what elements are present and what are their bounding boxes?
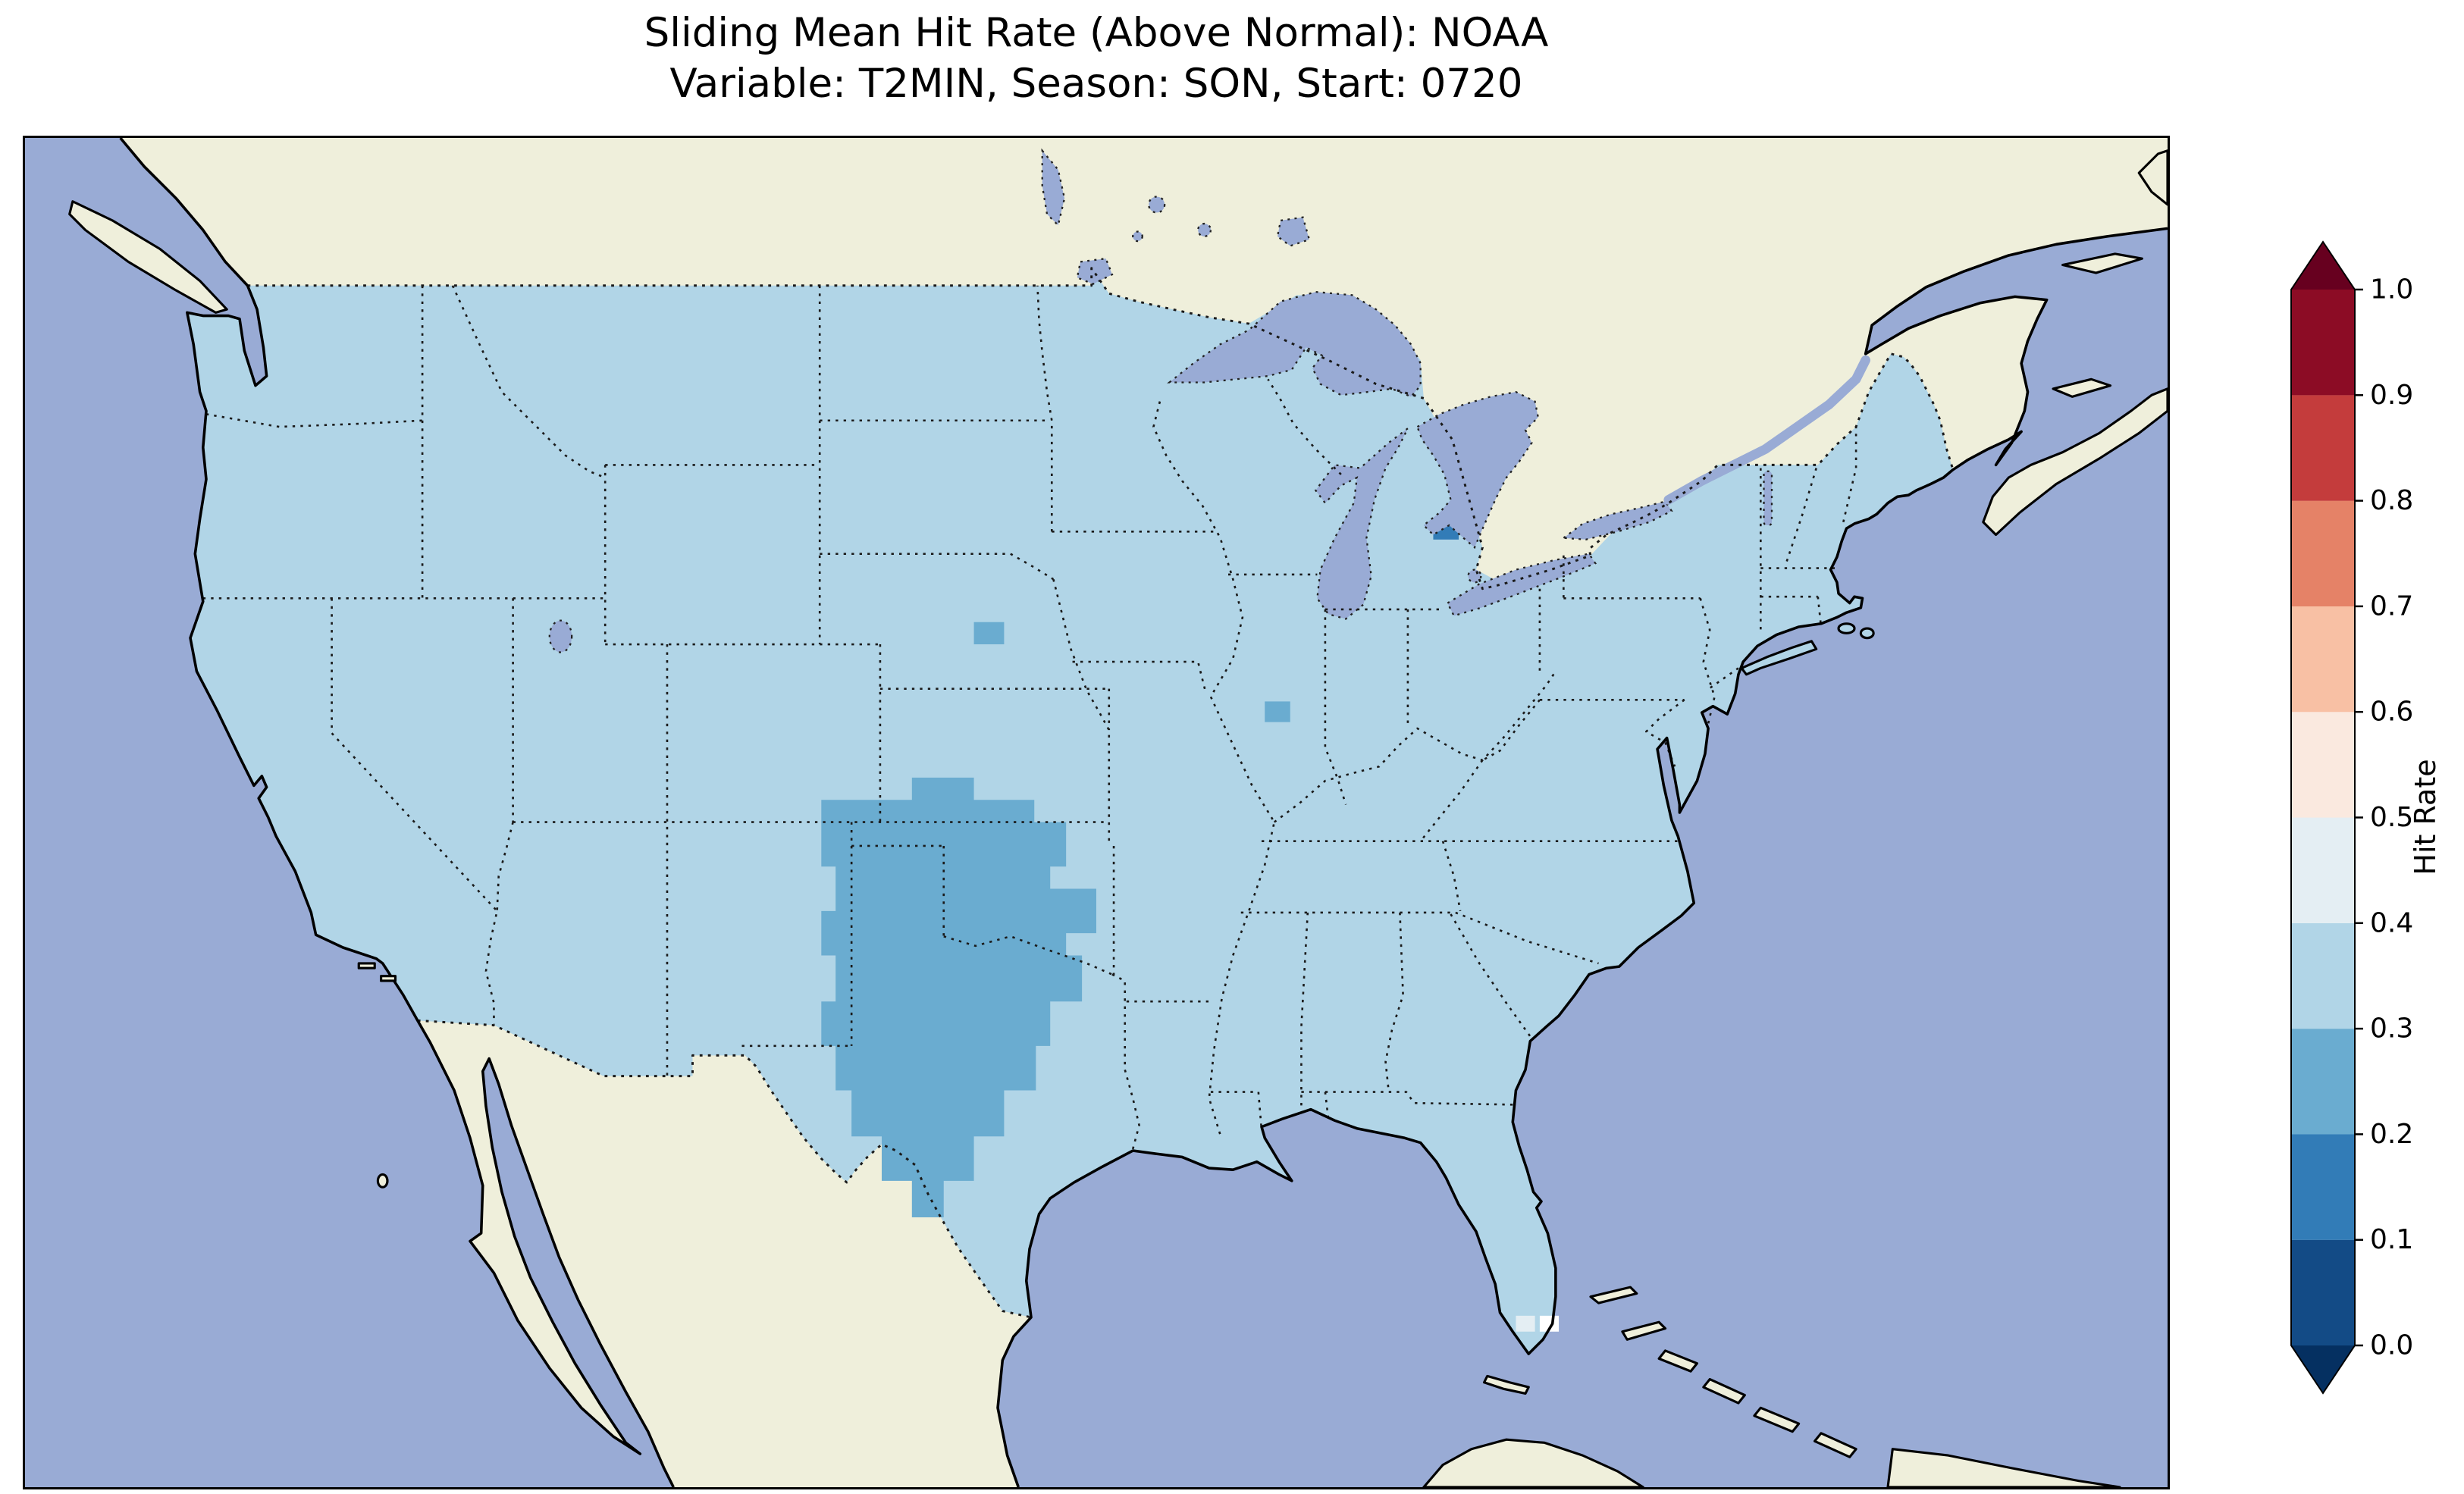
colorbar-segment-0.4-0.5 (2291, 817, 2355, 923)
lake-champlain (1763, 470, 1773, 527)
lake-ontario (1561, 500, 1673, 540)
nova-scotia (1982, 387, 2168, 537)
colorbar-segment-0.7-0.8 (2291, 500, 2355, 606)
colorbar-extend-low-triangle (2291, 1345, 2355, 1393)
lake-michigan (1314, 428, 1409, 620)
nantucket (1859, 627, 1875, 640)
st-lawrence-river (1663, 355, 1870, 505)
colorbar-segment-0.8-0.9 (2291, 395, 2355, 501)
bahamas-1 (1589, 1286, 1638, 1305)
prince-edward-island (2052, 377, 2112, 398)
colorbar-label-0.6: 0.6 (2370, 697, 2413, 728)
map-axes (23, 136, 2170, 1489)
state-borders (202, 285, 1857, 1150)
colorbar-extend-high-triangle (2291, 242, 2355, 290)
canada-lake-small-2 (1197, 222, 1212, 237)
colorbar-label-0.1: 0.1 (2370, 1224, 2413, 1255)
florida-keys (1482, 1374, 1530, 1395)
figure-title-line2: Variable: T2MIN, Season: SON, Start: 072… (669, 61, 1523, 108)
colorbar-segment-0.0-0.1 (2291, 1239, 2355, 1346)
newfoundland-corner (2137, 149, 2168, 206)
vancouver-island (68, 200, 228, 314)
hispaniola-corner (1886, 1448, 2121, 1487)
figure-title: Sliding Mean Hit Rate (Above Normal): NO… (23, 8, 2170, 110)
bahamas-4 (1702, 1378, 1746, 1405)
colorbar-label-0.9: 0.9 (2370, 380, 2413, 411)
colorbar-axis-label: Hit Rate (2409, 759, 2442, 875)
long-island (1740, 640, 1818, 676)
channel-island-2 (380, 975, 397, 982)
lake-winnipeg (1041, 148, 1066, 227)
lake-of-the-woods (1076, 257, 1114, 285)
figure-title-line1: Sliding Mean Hit Rate (Above Normal): NO… (644, 10, 1549, 56)
colorbar-label-0.7: 0.7 (2370, 590, 2413, 622)
conus-hit-rate-map (25, 138, 2168, 1487)
bahamas-6 (1814, 1432, 1857, 1458)
conus-hit-rate-fill (187, 268, 1953, 1355)
colorbar-label-0.2: 0.2 (2370, 1119, 2413, 1150)
low-hit-rate-region-southern-plains (821, 777, 1096, 1217)
colorbar-label-1.0: 1.0 (2370, 274, 2413, 305)
canada-lake-small-3 (1132, 230, 1143, 243)
low-cell-illinois (1265, 701, 1290, 722)
anticosti-island (2061, 252, 2144, 274)
low-cell-nebraska (973, 622, 1005, 645)
colorbar-label-0.5: 0.5 (2370, 802, 2413, 833)
great-salt-lake (548, 619, 573, 653)
colorbar-label-0.0: 0.0 (2370, 1330, 2413, 1361)
colorbar-segment-0.6-0.7 (2291, 606, 2355, 713)
bahamas-3 (1657, 1349, 1699, 1373)
guadalupe-island (376, 1173, 389, 1189)
colorbar-segment-0.2-0.3 (2291, 1029, 2355, 1135)
bahamas-5 (1753, 1406, 1801, 1433)
channel-island-1 (357, 962, 376, 969)
high-cell-south-florida-1 (1516, 1315, 1535, 1332)
colorbar-segment-0.9-1.0 (2291, 290, 2355, 396)
colorbar-segment-0.5-0.6 (2291, 712, 2355, 818)
cuba (1422, 1438, 1644, 1487)
colorbar-label-0.8: 0.8 (2370, 485, 2413, 516)
colorbar: 0.0 0.1 0.2 0.3 0.4 0.5 0.6 0.7 0.8 0.9 … (2290, 240, 2442, 1395)
lake-erie (1446, 553, 1597, 617)
colorbar-segment-0.1-0.2 (2291, 1134, 2355, 1240)
lake-superior (1167, 290, 1422, 398)
colorbar-label-0.4: 0.4 (2370, 907, 2413, 938)
marthas-vineyard (1837, 622, 1856, 634)
colorbar-label-0.3: 0.3 (2370, 1013, 2413, 1045)
canada-lake-small-1 (1148, 196, 1166, 214)
lake-nipigon (1276, 216, 1311, 247)
colorbar-segment-0.3-0.4 (2291, 922, 2355, 1029)
bahamas-2 (1621, 1320, 1667, 1341)
coastline (119, 138, 2168, 1487)
